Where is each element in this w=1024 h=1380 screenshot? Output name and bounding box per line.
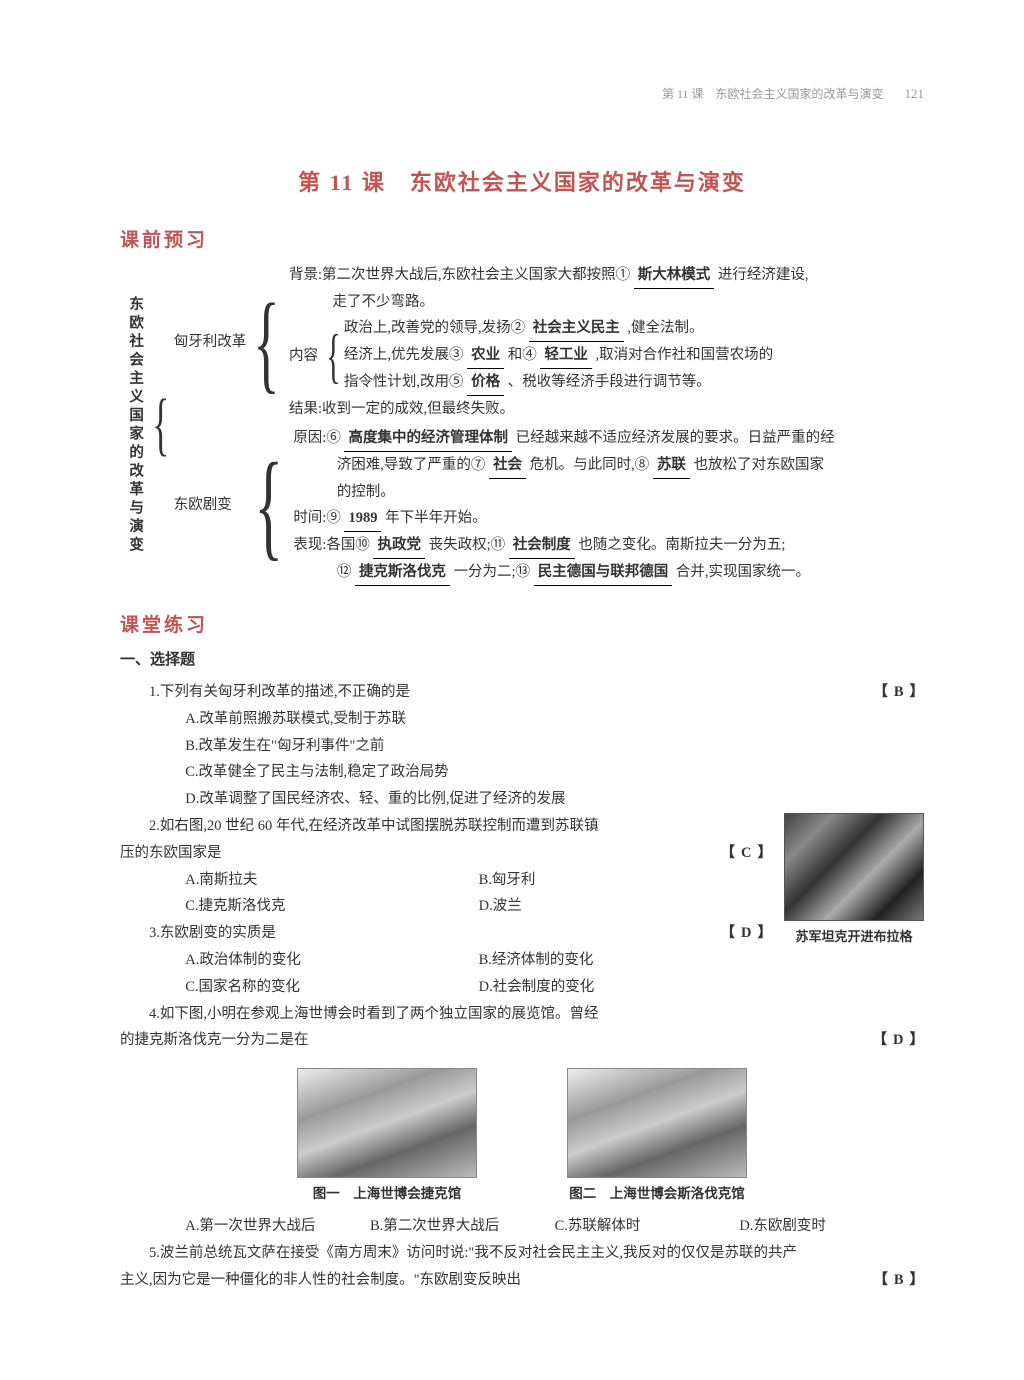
page-header: 第 11 课 东欧社会主义国家的改革与演变 121: [662, 85, 924, 102]
blank-11: 社会制度: [509, 532, 575, 559]
answer-bracket: 【D】: [873, 1027, 924, 1054]
outline-line: ⑫ 捷克斯洛伐克 一分为二;⑬ 民主德国与联邦德国 合并,实现国家统一。: [293, 559, 924, 586]
section-exercise: 课堂练习: [120, 610, 924, 637]
expo-figures: 图一 上海世博会捷克馆 图二 上海世博会斯洛伐克馆: [120, 1068, 924, 1207]
q4-options: A.第一次世界大战后 B.第二次世界大战后 C.苏联解体时 D.东欧剧变时: [120, 1213, 924, 1240]
option-a: A.政治体制的变化: [185, 947, 478, 974]
lesson-title: 第 11 课 东欧社会主义国家的改革与演变: [120, 165, 924, 197]
answer-bracket: 【C】: [721, 840, 772, 867]
outline-line: 指令性计划,改用⑤ 价格 、税收等经济手段进行调节等。: [344, 369, 924, 396]
brace-icon: {: [252, 262, 280, 423]
question-2-wrap: 2.如右图,20 世纪 60 年代,在经济改革中试图摆脱苏联控制而遭到苏联镇 压…: [120, 813, 924, 1001]
answer-bracket: 【D】: [692, 920, 772, 947]
outline-line: 经济上,优先发展③ 农业 和④ 轻工业 ,取消对合作社和国营农场的: [344, 342, 924, 369]
answer-bracket: 【B】: [873, 1267, 924, 1294]
image-placeholder: [784, 813, 924, 921]
answer-bracket: 【B】: [844, 679, 924, 706]
hungary-label: 匈牙利改革: [174, 262, 247, 423]
brace-icon: {: [325, 315, 341, 396]
option-b: B.改革发生在"匈牙利事件"之前: [185, 733, 924, 760]
question-5: 5.波兰前总统瓦文萨在接受《南方周末》访问时说:"我不反对社会民主主义,我反对的…: [120, 1240, 924, 1267]
section-preview: 课前预习: [120, 225, 924, 252]
east-label: 东欧剧变: [174, 425, 246, 587]
blank-3: 农业: [467, 342, 504, 369]
option-a: A.第一次世界大战后: [185, 1213, 370, 1240]
outline-line: 结果:收到一定的成效,但最终失败。: [289, 396, 924, 422]
blank-12: 捷克斯洛伐克: [355, 559, 450, 586]
outline-line: 济困难,导致了严重的⑦ 社会 危机。与此同时,⑧ 苏联 也放松了对东欧国家: [293, 452, 924, 479]
chapter-label: 第 11 课 东欧社会主义国家的改革与演变: [662, 87, 884, 101]
question-4-line2: 的捷克斯洛伐克一分为二是在 【D】: [120, 1027, 924, 1054]
blank-13: 民主德国与联邦德国: [534, 559, 673, 586]
blank-1: 斯大林模式: [634, 262, 715, 289]
image-placeholder: [297, 1068, 477, 1178]
outline-line: 走了不少弯路。: [289, 289, 924, 315]
image-placeholder: [567, 1068, 747, 1178]
question-4: 4.如下图,小明在参观上海世博会时看到了两个独立国家的展览馆。曾经: [120, 1001, 924, 1028]
brace-icon: {: [253, 425, 284, 587]
q3-options: A.政治体制的变化 B.经济体制的变化 C.国家名称的变化 D.社会制度的变化: [120, 947, 772, 1001]
option-d: D.改革调整了国民经济农、轻、重的比例,促进了经济的发展: [185, 786, 924, 813]
figure-prague: 苏军坦克开进布拉格: [784, 813, 924, 949]
page-number: 121: [905, 86, 925, 101]
outline-line: 的控制。: [293, 479, 924, 505]
option-c: C.国家名称的变化: [185, 974, 478, 1001]
q2-options: A.南斯拉夫 B.匈牙利 C.捷克斯洛伐克 D.波兰: [120, 867, 772, 921]
option-a: A.改革前照搬苏联模式,受制于苏联: [185, 706, 924, 733]
figure-caption: 图二 上海世博会斯洛伐克馆: [567, 1182, 747, 1207]
outline-line: 背景:第二次世界大战后,东欧社会主义国家大都按照① 斯大林模式 进行经济建设,: [289, 262, 924, 289]
question-3: 3.东欧剧变的实质是 【D】: [120, 920, 772, 947]
brace-icon: {: [151, 262, 170, 588]
outline-line: 时间:⑨ 1989 年下半年开始。: [293, 505, 924, 532]
question-5-line2: 主义,因为它是一种僵化的非人性的社会制度。"东欧剧变反映出 【B】: [120, 1267, 924, 1294]
content-label: 内容: [289, 315, 325, 396]
blank-10: 执政党: [373, 532, 425, 559]
option-b: B.经济体制的变化: [479, 947, 772, 974]
exercises: 一、选择题 1.下列有关匈牙利改革的描述,不正确的是 【B】 A.改革前照搬苏联…: [120, 647, 924, 1294]
blank-7: 社会: [489, 452, 526, 479]
option-b: B.匈牙利: [479, 867, 772, 894]
blank-9: 1989: [344, 505, 381, 532]
question-2-line2: 压的东欧国家是 【C】: [120, 840, 772, 867]
figure-caption: 苏军坦克开进布拉格: [784, 925, 924, 949]
blank-4: 轻工业: [540, 342, 592, 369]
option-a: A.南斯拉夫: [185, 867, 478, 894]
outline-main-label: 东欧社会主义国家的改革与演变: [120, 262, 150, 588]
blank-6: 高度集中的经济管理体制: [344, 425, 512, 452]
outline-line: 表现:各国⑩ 执政党 丧失政权;⑪ 社会制度 也随之变化。南斯拉夫一分为五;: [293, 532, 924, 559]
question-2: 2.如右图,20 世纪 60 年代,在经济改革中试图摆脱苏联控制而遭到苏联镇: [120, 813, 772, 840]
option-c: C.捷克斯洛伐克: [185, 893, 478, 920]
q1-options: A.改革前照搬苏联模式,受制于苏联 B.改革发生在"匈牙利事件"之前 C.改革健…: [120, 706, 924, 813]
question-1: 1.下列有关匈牙利改革的描述,不正确的是 【B】: [120, 679, 924, 706]
blank-5: 价格: [467, 369, 504, 396]
figure-czech: 图一 上海世博会捷克馆: [297, 1068, 477, 1207]
option-d: D.东欧剧变时: [739, 1213, 924, 1240]
outline-line: 政治上,改善党的领导,发扬② 社会主义民主 ,健全法制。: [344, 315, 924, 342]
blank-8: 苏联: [653, 452, 690, 479]
figure-caption: 图一 上海世博会捷克馆: [297, 1182, 477, 1207]
choice-heading: 一、选择题: [120, 647, 924, 675]
option-c: C.改革健全了民主与法制,稳定了政治局势: [185, 759, 924, 786]
option-d: D.波兰: [479, 893, 772, 920]
figure-slovak: 图二 上海世博会斯洛伐克馆: [567, 1068, 747, 1207]
preview-outline: 东欧社会主义国家的改革与演变 { 匈牙利改革 { 背景:第二次世界大战后,东欧社…: [120, 262, 924, 588]
blank-2: 社会主义民主: [529, 315, 624, 342]
option-b: B.第二次世界大战后: [370, 1213, 555, 1240]
outline-line: 原因:⑥ 高度集中的经济管理体制 已经越来越不适应经济发展的要求。日益严重的经: [293, 425, 924, 452]
option-d: D.社会制度的变化: [479, 974, 772, 1001]
option-c: C.苏联解体时: [555, 1213, 740, 1240]
